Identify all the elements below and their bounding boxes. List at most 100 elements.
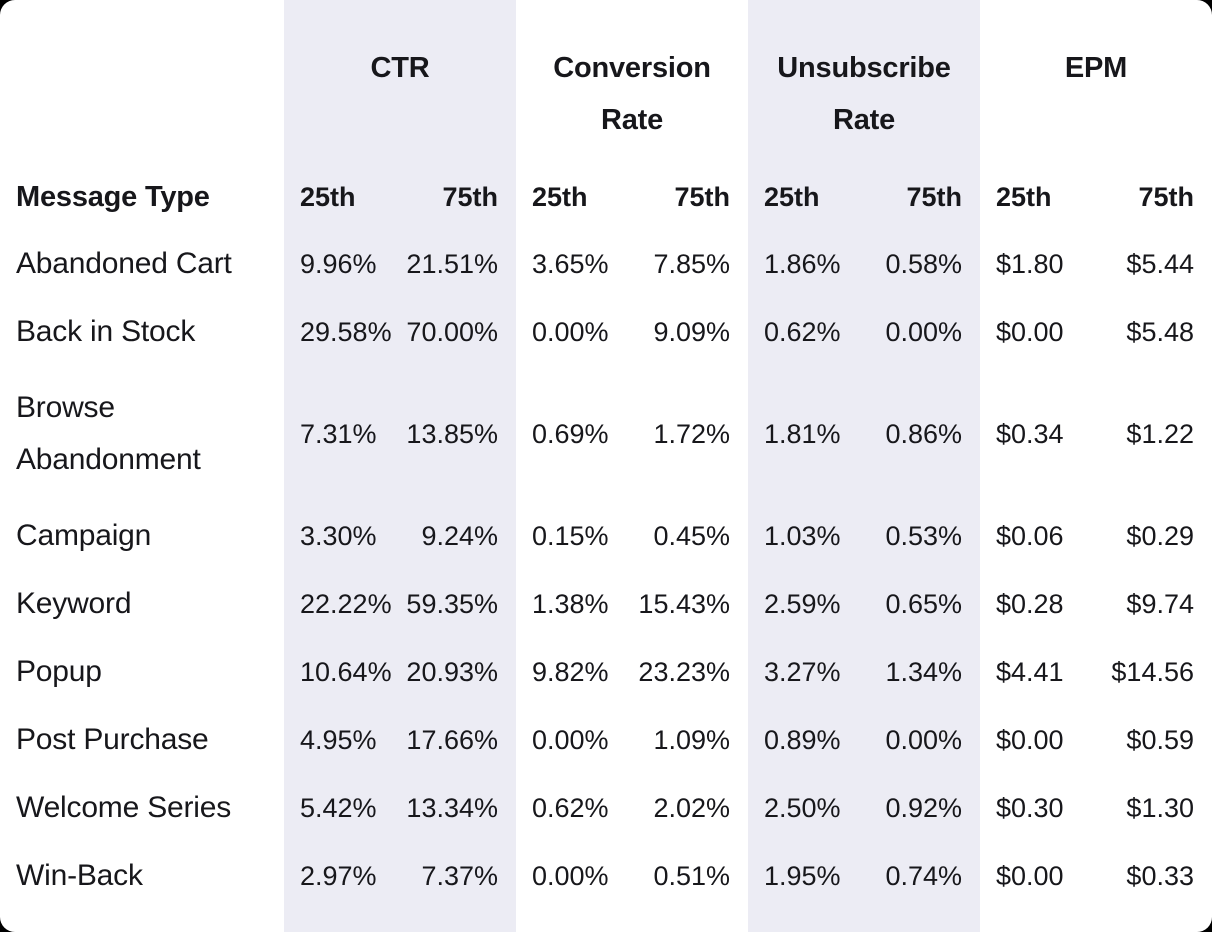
group-header-unsubscribe-rate: Unsubscribe Rate xyxy=(748,0,980,164)
cell-epm-25th: $0.00 xyxy=(996,724,1064,755)
cell-epm-75th: $1.30 xyxy=(1126,792,1194,823)
row-label: Campaign xyxy=(16,519,152,552)
cell-ctr-25th: 7.31% xyxy=(300,418,377,449)
cell-ctr-75th: 21.51% xyxy=(406,248,498,279)
cell-epm-75th: $0.59 xyxy=(1126,724,1194,755)
column-header-epm-75th: 75th xyxy=(1138,181,1194,212)
row-label: Welcome Series xyxy=(16,791,232,824)
row-label: Keyword xyxy=(16,587,132,620)
cell-epm-25th: $0.06 xyxy=(996,520,1064,551)
cell-unsubscribe-25th: 1.81% xyxy=(764,418,841,449)
ctr-highlight-band xyxy=(284,0,516,932)
column-header-epm-25th: 25th xyxy=(996,181,1052,212)
cell-conversion-75th: 15.43% xyxy=(638,588,730,619)
cell-unsubscribe-25th: 1.95% xyxy=(764,860,841,891)
group-header-unsubscribe-line2: Rate xyxy=(832,104,896,136)
group-header-spacer xyxy=(0,0,284,164)
cell-epm-25th: $0.00 xyxy=(996,860,1064,891)
cell-conversion-25th: 1.38% xyxy=(532,588,609,619)
cell-epm-75th: $14.56 xyxy=(1111,656,1194,687)
cell-epm-25th: $1.80 xyxy=(996,248,1064,279)
row-label: Popup xyxy=(16,655,102,688)
cell-unsubscribe-25th: 2.50% xyxy=(764,792,841,823)
cell-unsubscribe-75th: 0.86% xyxy=(885,418,962,449)
cell-conversion-75th: 2.02% xyxy=(653,792,730,823)
cell-epm-75th: $0.33 xyxy=(1126,860,1194,891)
cell-ctr-75th: 13.85% xyxy=(406,418,498,449)
row-label: Win-Back xyxy=(16,859,143,892)
cell-conversion-25th: 0.00% xyxy=(532,860,609,891)
cell-unsubscribe-75th: 0.92% xyxy=(885,792,962,823)
column-header-message-type: Message Type xyxy=(16,180,210,213)
cell-ctr-75th: 59.35% xyxy=(406,588,498,619)
cell-ctr-75th: 9.24% xyxy=(421,520,498,551)
cell-epm-25th: $0.30 xyxy=(996,792,1064,823)
cell-conversion-75th: 0.51% xyxy=(653,860,730,891)
row-label: Browse Abandonment xyxy=(16,391,201,476)
cell-conversion-75th: 23.23% xyxy=(638,656,730,687)
column-header-ctr-25th: 25th xyxy=(300,181,356,212)
column-header-unsubscribe-75th: 75th xyxy=(906,181,962,212)
cell-conversion-75th: 9.09% xyxy=(653,316,730,347)
cell-ctr-25th: 5.42% xyxy=(300,792,377,823)
cell-conversion-75th: 7.85% xyxy=(653,248,730,279)
cell-ctr-75th: 7.37% xyxy=(421,860,498,891)
cell-unsubscribe-25th: 0.62% xyxy=(764,316,841,347)
group-header-conversion-rate: Conversion Rate xyxy=(516,0,748,164)
row-label: Post Purchase xyxy=(16,723,209,756)
cell-conversion-75th: 1.09% xyxy=(653,724,730,755)
cell-ctr-75th: 70.00% xyxy=(406,316,498,347)
cell-epm-25th: $0.28 xyxy=(996,588,1064,619)
unsubscribe-highlight-band xyxy=(748,0,980,932)
cell-conversion-25th: 0.69% xyxy=(532,418,609,449)
cell-conversion-25th: 3.65% xyxy=(532,248,609,279)
column-header-unsubscribe-25th: 25th xyxy=(764,181,820,212)
cell-conversion-75th: 1.72% xyxy=(653,418,730,449)
cell-unsubscribe-75th: 0.58% xyxy=(885,248,962,279)
cell-ctr-25th: 2.97% xyxy=(300,860,377,891)
benchmark-table: CTR Conversion Rate Unsubscribe Rate EPM… xyxy=(0,0,1212,892)
cell-unsubscribe-75th: 0.00% xyxy=(885,316,962,347)
cell-epm-75th: $5.48 xyxy=(1126,316,1194,347)
cell-ctr-25th: 4.95% xyxy=(300,724,377,755)
cell-unsubscribe-25th: 3.27% xyxy=(764,656,841,687)
cell-unsubscribe-25th: 2.59% xyxy=(764,588,841,619)
cell-ctr-25th: 3.30% xyxy=(300,520,377,551)
row-label: Abandoned Cart xyxy=(16,247,232,280)
cell-epm-25th: $4.41 xyxy=(996,656,1064,687)
cell-unsubscribe-75th: 0.53% xyxy=(885,520,962,551)
cell-unsubscribe-75th: 0.74% xyxy=(885,860,962,891)
cell-conversion-25th: 9.82% xyxy=(532,656,609,687)
cell-conversion-25th: 0.15% xyxy=(532,520,609,551)
group-header-conversion-line2: Rate xyxy=(600,104,664,136)
row-label: Back in Stock xyxy=(16,315,196,348)
cell-unsubscribe-25th: 0.89% xyxy=(764,724,841,755)
cell-unsubscribe-75th: 1.34% xyxy=(885,656,962,687)
cell-epm-25th: $0.00 xyxy=(996,316,1064,347)
cell-unsubscribe-75th: 0.65% xyxy=(885,588,962,619)
cell-unsubscribe-25th: 1.03% xyxy=(764,520,841,551)
cell-ctr-75th: 17.66% xyxy=(406,724,498,755)
cell-conversion-25th: 0.62% xyxy=(532,792,609,823)
cell-ctr-75th: 20.93% xyxy=(406,656,498,687)
cell-unsubscribe-75th: 0.00% xyxy=(885,724,962,755)
cell-epm-75th: $5.44 xyxy=(1126,248,1194,279)
cell-conversion-25th: 0.00% xyxy=(532,316,609,347)
cell-epm-75th: $9.74 xyxy=(1126,588,1194,619)
column-header-ctr-75th: 75th xyxy=(442,181,498,212)
group-header-epm: EPM xyxy=(980,0,1212,164)
group-header-ctr: CTR xyxy=(284,0,516,164)
cell-epm-75th: $1.22 xyxy=(1126,418,1194,449)
cell-unsubscribe-25th: 1.86% xyxy=(764,248,841,279)
cell-ctr-25th: 9.96% xyxy=(300,248,377,279)
cell-ctr-25th: 29.58% xyxy=(300,316,392,347)
column-header-conversion-75th: 75th xyxy=(674,181,730,212)
cell-ctr-25th: 22.22% xyxy=(300,588,392,619)
cell-epm-25th: $0.34 xyxy=(996,418,1064,449)
column-header-conversion-25th: 25th xyxy=(532,181,588,212)
cell-ctr-25th: 10.64% xyxy=(300,656,392,687)
cell-conversion-25th: 0.00% xyxy=(532,724,609,755)
group-header-conversion-line1: Conversion xyxy=(553,52,711,84)
cell-conversion-75th: 0.45% xyxy=(653,520,730,551)
